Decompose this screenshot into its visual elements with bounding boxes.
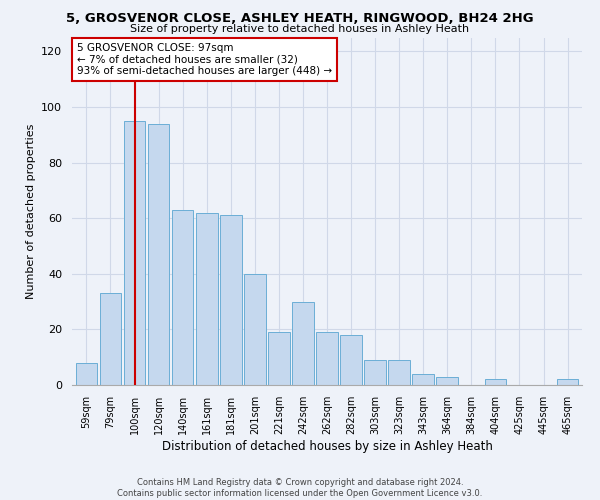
Text: Contains HM Land Registry data © Crown copyright and database right 2024.
Contai: Contains HM Land Registry data © Crown c… — [118, 478, 482, 498]
Bar — [220, 216, 242, 385]
Bar — [340, 335, 362, 385]
Bar — [316, 332, 338, 385]
Bar — [100, 294, 121, 385]
Y-axis label: Number of detached properties: Number of detached properties — [26, 124, 35, 299]
X-axis label: Distribution of detached houses by size in Ashley Heath: Distribution of detached houses by size … — [161, 440, 493, 452]
Bar — [196, 212, 218, 385]
Bar — [268, 332, 290, 385]
Bar — [124, 121, 145, 385]
Bar — [485, 380, 506, 385]
Bar — [76, 363, 97, 385]
Bar — [364, 360, 386, 385]
Bar — [292, 302, 314, 385]
Bar — [557, 380, 578, 385]
Bar — [172, 210, 193, 385]
Text: 5, GROSVENOR CLOSE, ASHLEY HEATH, RINGWOOD, BH24 2HG: 5, GROSVENOR CLOSE, ASHLEY HEATH, RINGWO… — [66, 12, 534, 26]
Bar — [148, 124, 169, 385]
Bar — [244, 274, 266, 385]
Text: 5 GROSVENOR CLOSE: 97sqm
← 7% of detached houses are smaller (32)
93% of semi-de: 5 GROSVENOR CLOSE: 97sqm ← 7% of detache… — [77, 42, 332, 76]
Bar — [388, 360, 410, 385]
Bar — [436, 376, 458, 385]
Text: Size of property relative to detached houses in Ashley Heath: Size of property relative to detached ho… — [130, 24, 470, 34]
Bar — [412, 374, 434, 385]
